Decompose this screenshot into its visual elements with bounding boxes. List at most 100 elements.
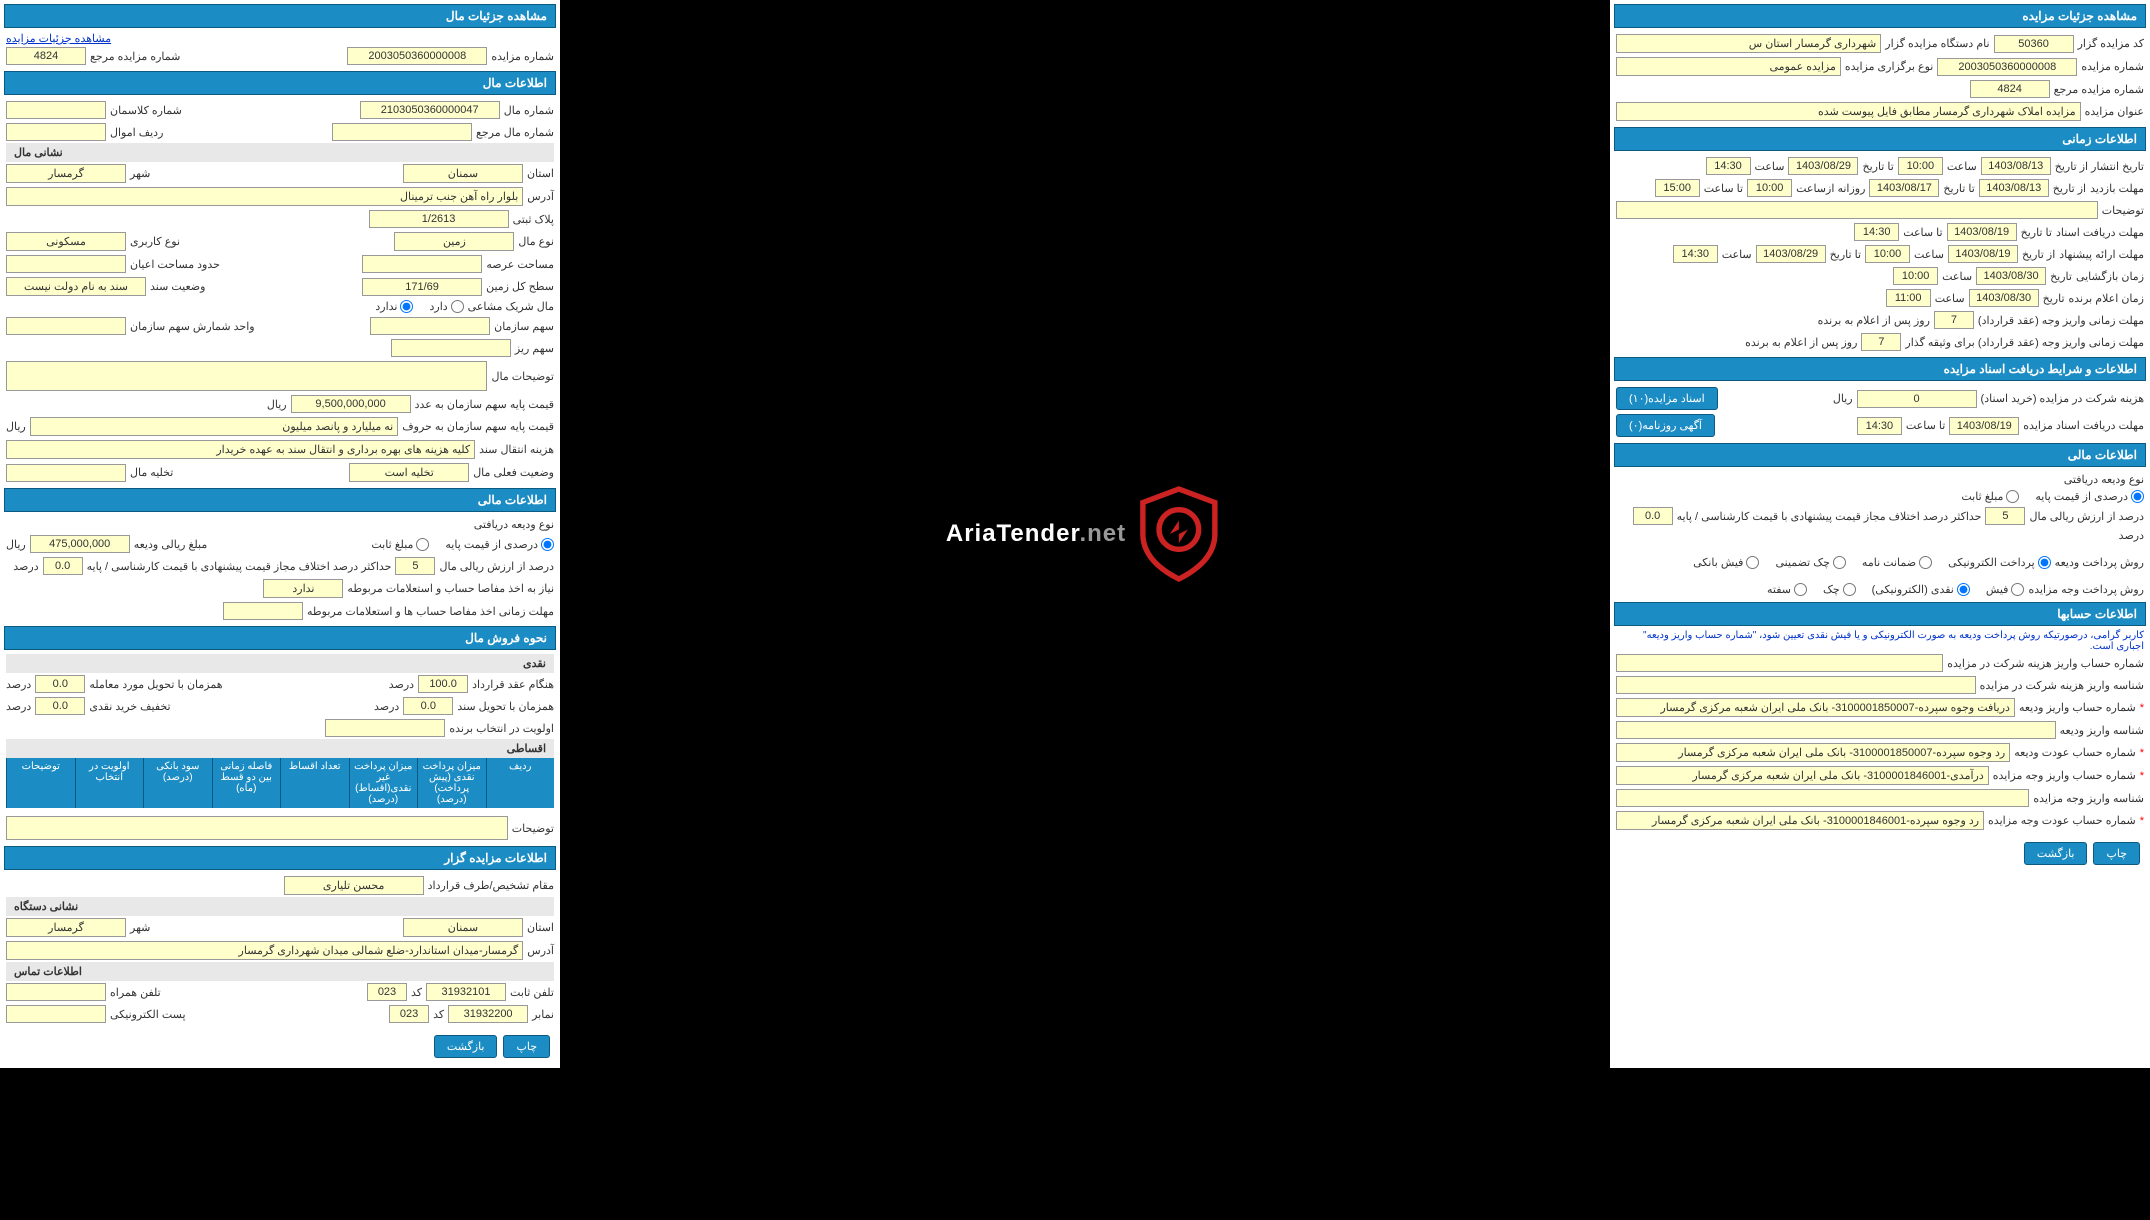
installment-table-header: ردیف میزان پرداخت نقدی (پیش پرداخت) (درص… [6, 758, 554, 808]
btn-docs[interactable]: اسناد مزایده(۱۰) [1616, 387, 1718, 410]
chk-apcheck[interactable]: چک [1823, 583, 1856, 596]
chk-guar[interactable]: ضمانت نامه [1862, 556, 1932, 569]
fld-doctime: 14:30 [1854, 223, 1899, 241]
fld-usetype: مسکونی [6, 232, 126, 251]
fld-lpctval: 5 [395, 557, 435, 575]
chk-apfish[interactable]: فیش [1986, 583, 2025, 596]
sec-header-accounts: اطلاعات حسابها [1614, 602, 2146, 626]
fld-addr: بلوار راه آهن جنب ترمینال [6, 187, 523, 206]
subhdr-cash: نقدی [6, 654, 554, 673]
fld-phone: 31932101 [426, 983, 506, 1001]
sec-header-time: اطلاعات زمانی [1614, 127, 2146, 151]
fld-pubto: 1403/08/29 [1788, 157, 1858, 175]
fld-v0b: 0.0 [403, 697, 453, 715]
fld-code1: 023 [367, 983, 407, 1001]
fld-lnum: 2003050360000008 [347, 47, 487, 65]
fld-basenum: 9,500,000,000 [291, 395, 411, 413]
fld-opendate: 1403/08/30 [1976, 267, 2046, 285]
sec-header-auction: مشاهده جزئیات مزایده [1614, 4, 2146, 28]
fld-depamt: 475,000,000 [30, 535, 130, 553]
fld-dailyfrom: 10:00 [1747, 179, 1792, 197]
fld-acc2 [1616, 676, 1976, 694]
lbl-pubfrom: تاریخ انتشار از تاریخ [2055, 160, 2144, 173]
btn-print-r[interactable]: چاپ [2093, 842, 2140, 865]
lbl-code: کد مزایده گزار [2078, 37, 2144, 50]
fld-v0a: 0.0 [35, 675, 85, 693]
chk-apsafteh[interactable]: سفته [1767, 583, 1807, 596]
btn-back-r[interactable]: بازگشت [2024, 842, 2088, 865]
fld-prov2: سمنان [403, 918, 523, 937]
fld-days1: 7 [1934, 311, 1974, 329]
lbl-deptype: نوع ودیعه دریافتی [2064, 473, 2144, 486]
fld-pctval: 5 [1985, 507, 2025, 525]
sec-header-prop: مشاهده جزئیات مال [4, 4, 556, 28]
lbl-ref: شماره مزایده مرجع [2054, 83, 2144, 96]
fld-prov: سمنان [403, 164, 523, 183]
fld-docfrom: 1403/08/19 [1947, 223, 2017, 241]
fld-maldesc [6, 361, 487, 391]
fld-code2: 023 [389, 1005, 429, 1023]
lbl-offer: مهلت ارائه پیشنهاد [2059, 248, 2144, 261]
fld-acc3: دریافت وجوه سپرده-3100001850007- بانک مل… [1616, 698, 2015, 717]
fld-city: گرمسار [6, 164, 126, 183]
fld-offerto: 1403/08/29 [1756, 245, 1826, 263]
lbl-depdead: مهلت زمانی واریز وجه (عقد قرارداد) برای … [1905, 336, 2144, 349]
radio-fixed[interactable]: مبلغ ثابت [1961, 490, 2019, 503]
fld-email [6, 1005, 106, 1023]
fld-docdd: 1403/08/19 [1949, 417, 2019, 435]
chk-apcash[interactable]: نقدی (الکترونیکی) [1872, 583, 1970, 596]
fld-settletime [223, 602, 303, 620]
subhdr-orgaddr: نشانی دستگاه [6, 897, 554, 916]
radio-no[interactable]: ندارد [375, 300, 413, 313]
btn-news[interactable]: آگهی روزنامه(۰) [1616, 414, 1715, 437]
radio-lpct[interactable]: درصدی از قیمت پایه [445, 538, 554, 551]
fld-opentime: 10:00 [1893, 267, 1938, 285]
fld-lmaxdiff: 0.0 [43, 557, 83, 575]
auction-details-panel: مشاهده جزئیات مزایده کد مزایده گزار 5036… [1610, 0, 2150, 1068]
lbl-title: عنوان مزایده [2085, 105, 2144, 118]
radio-pct[interactable]: درصدی از قیمت پایه [2035, 490, 2144, 503]
property-details-panel: مشاهده جزئیات مال مشاهده جزئیات مزایده ش… [0, 0, 560, 1068]
fld-ref: 4824 [1970, 80, 2050, 98]
fld-transfer: کلیه هزینه های بهره برداری و انتقال سند … [6, 440, 475, 459]
chk-elec[interactable]: پرداخت الکترونیکی [1948, 556, 2051, 569]
fld-cost: 0 [1857, 390, 1977, 408]
link-auction-details[interactable]: مشاهده جزئیات مزایده [6, 33, 111, 45]
sec-header-propinfo: اطلاعات مال [4, 71, 556, 95]
btn-back-l[interactable]: بازگشت [434, 1035, 498, 1058]
sec-header-organizer: اطلاعات مزایده گزار [4, 846, 556, 870]
btn-print-l[interactable]: چاپ [503, 1035, 550, 1058]
fld-days2: 7 [1861, 333, 1901, 351]
lbl-winner: زمان اعلام برنده [2069, 292, 2144, 305]
fld-area [362, 255, 482, 273]
subhdr-installment: اقساطی [6, 739, 554, 758]
fld-fax: 31932200 [448, 1005, 528, 1023]
fld-offertotime: 14:30 [1673, 245, 1718, 263]
subhdr-loc: نشانی مال [6, 143, 554, 162]
fld-notes [6, 816, 508, 840]
fld-v100: 100.0 [418, 675, 468, 693]
sec-header-lfin: اطلاعات مالی [4, 488, 556, 512]
logo-spacer: AriaTender.net [560, 0, 1610, 1068]
lbl-doc: مهلت دریافت اسناد [2056, 226, 2144, 239]
fld-current: تخلیه است [349, 463, 469, 482]
fld-priority [325, 719, 445, 737]
radio-yes[interactable]: دارد [429, 300, 463, 313]
sec-header-fin: اطلاعات مالی [1614, 443, 2146, 467]
fld-visitfrom: 1403/08/13 [1979, 179, 2049, 197]
radio-lfixed[interactable]: مبلغ ثابت [371, 538, 429, 551]
lbl-type: نوع برگزاری مزایده [1845, 60, 1933, 73]
lbl-desc: توضیحات [2102, 204, 2144, 217]
fld-row [6, 123, 106, 141]
fld-wintime: 11:00 [1886, 289, 1931, 307]
fld-desc [1616, 201, 2098, 219]
fld-dailyto: 15:00 [1655, 179, 1700, 197]
subhdr-contact: اطلاعات تماس [6, 962, 554, 981]
fld-plak: 1/2613 [369, 210, 509, 228]
fld-title: مزایده املاک شهرداری گرمسار مطابق فایل پ… [1616, 102, 2081, 121]
chk-fish[interactable]: فیش بانکی [1693, 556, 1759, 569]
chk-check[interactable]: چک تضمینی [1775, 556, 1845, 569]
logo-text: AriaTender.net [946, 520, 1126, 548]
fld-org: شهرداری گرمسار استان س [1616, 34, 1881, 53]
lbl-aucpay: روش پرداخت وجه مزایده [2028, 583, 2144, 596]
